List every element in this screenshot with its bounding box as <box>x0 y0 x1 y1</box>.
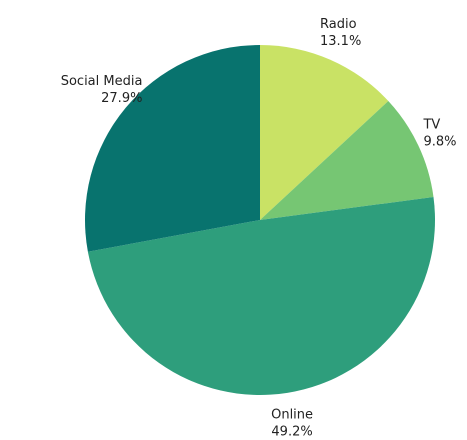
pie-slice-radio <box>260 45 389 220</box>
slice-label-social-media: Social Media <box>61 74 143 89</box>
pie-slice-social-media <box>84 45 260 252</box>
pie-slice-online <box>87 196 435 395</box>
slice-value-tv: 9.8% <box>423 135 456 150</box>
slice-value-social-media: 27.9% <box>101 91 142 106</box>
slice-value-radio: 13.1% <box>320 34 361 49</box>
slice-label-radio: Radio <box>320 17 357 32</box>
slice-value-online: 49.2% <box>271 424 312 439</box>
slice-label-online: Online <box>271 407 313 422</box>
pie-labels: Radio 13.1% TV 9.8% Online 49.2% Social Media 2… <box>61 17 457 439</box>
slice-label-tv: TV <box>422 118 440 133</box>
pie-slices <box>84 45 435 395</box>
pie-slice-tv <box>260 101 434 220</box>
